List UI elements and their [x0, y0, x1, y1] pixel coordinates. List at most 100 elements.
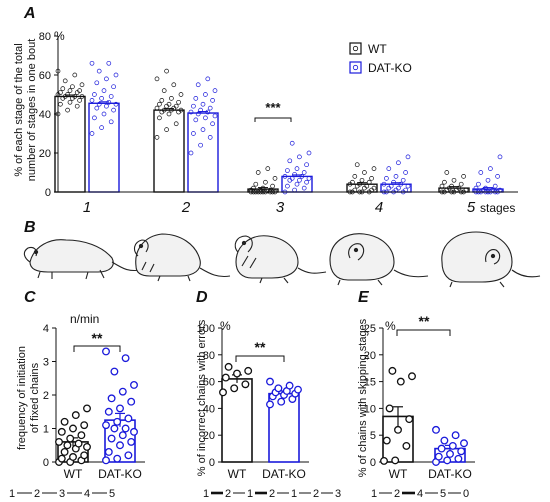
panel-a-point-dat-ko: [94, 80, 100, 86]
panelC-point-wt: [55, 437, 63, 446]
panel-a-point-dat-ko: [405, 154, 411, 160]
panel-a-point-wt: [60, 86, 66, 92]
legend-wt-swatch: [349, 42, 362, 55]
panel-e-chain: 1 2 4 5 0: [371, 488, 469, 500]
panel-a-point-dat-ko: [396, 160, 401, 166]
panel-a-point-dat-ko: [287, 158, 293, 164]
panel-a-point-dat-ko: [391, 179, 396, 185]
panel-a-point-wt: [439, 183, 445, 189]
panel-a-point-dat-ko: [195, 82, 201, 88]
panelD-point-dat-ko: [277, 397, 286, 406]
panel-a-point-dat-ko: [301, 185, 307, 191]
panel-a-point-wt: [265, 188, 271, 194]
panel-a-point-wt: [79, 94, 85, 99]
panelD-point-dat-ko: [266, 400, 274, 409]
panelD-point-dat-ko: [274, 384, 283, 393]
panelC-x-tick-label: DAT-KO: [98, 467, 142, 481]
panel-a-point-wt: [366, 179, 372, 185]
mouse-drawing-stage-4: [329, 233, 429, 286]
panel-a-point-dat-ko: [299, 174, 305, 179]
panel-a-point-wt: [263, 179, 268, 185]
panel-a-point-wt: [359, 177, 365, 183]
panelD-y-tick-label: 40: [203, 403, 215, 415]
panelD-chain-stage: 1: [291, 488, 297, 500]
panelC-point-dat-ko: [124, 414, 133, 423]
panelD-y-tick-label: 0: [209, 457, 215, 469]
panel-a-point-wt: [161, 88, 167, 93]
panel-a-point-wt: [265, 166, 271, 171]
panel-c-chain: 1 2 3 4 5: [9, 488, 115, 500]
panel-a-point-wt: [449, 183, 454, 189]
panel-a-point-dat-ko: [92, 92, 97, 97]
panel-a-point-dat-ko: [292, 172, 297, 177]
panel-a-point-dat-ko: [191, 131, 196, 136]
panelC-x-tick-label: WT: [64, 467, 83, 481]
panel-a-point-wt: [164, 127, 169, 132]
panel-d-chain: 1 2 1 2 1 2 3: [203, 488, 341, 500]
panelC-point-dat-ko: [127, 397, 136, 406]
panelC-point-dat-ko: [127, 437, 136, 446]
panel-a-point-wt: [166, 101, 172, 107]
panel-e-unit: %: [385, 319, 396, 333]
panel-a-point-wt: [169, 96, 174, 101]
panelC-point-dat-ko: [116, 404, 124, 413]
panel-a-point-dat-ko: [99, 125, 104, 131]
panel-a-y-axis: 0 20 40 60 80: [39, 31, 59, 199]
panel-a-point-wt: [442, 179, 447, 185]
panel-e-ylabel-text: % of chains with skipping stages: [357, 318, 369, 477]
panel-a-point-wt: [357, 181, 362, 187]
panel-a-point-dat-ko: [188, 150, 194, 156]
panel-a-stage-label: 4: [375, 199, 383, 216]
panelE-point-dat-ko: [451, 431, 460, 440]
panel-a-point-dat-ko: [282, 174, 288, 179]
panelE-point-wt: [385, 404, 394, 413]
panelC-y-tick-label: 0: [43, 457, 49, 469]
panelD-point-wt: [230, 384, 239, 393]
panel-a-point-dat-ko: [207, 105, 213, 111]
panelE-chain-stage: 0: [463, 488, 469, 500]
panel-a-point-dat-ko: [99, 96, 104, 101]
panel-d-sig: **: [255, 339, 266, 355]
panelE-point-wt: [382, 436, 391, 445]
panel-a-point-dat-ko: [94, 105, 100, 111]
panel-d-ylabel-text: % of incorrect chains with errors: [196, 319, 208, 476]
panel-a-point-wt: [255, 170, 261, 175]
panelE-point-wt: [394, 425, 402, 434]
panel-a-point-wt: [74, 103, 80, 109]
panel-a-point-dat-ko: [113, 72, 119, 78]
panel-a-point-wt: [260, 185, 266, 191]
panel-a-point-wt: [55, 68, 61, 74]
panel-a-point-dat-ko: [289, 140, 295, 146]
panel-a-bar-dat-ko-stage-2: [187, 112, 219, 193]
panel-a-point-wt: [77, 97, 82, 103]
panelC-y-tick-label: 3: [43, 357, 49, 369]
panelC-chain-stage: 2: [34, 488, 40, 500]
panel-a-point-dat-ko: [188, 109, 194, 115]
panelE-chain-stage: 4: [417, 488, 423, 500]
panelE-point-dat-ko: [443, 456, 452, 465]
panel-a-point-dat-ko: [106, 60, 112, 66]
panel-a-point-wt: [67, 99, 73, 105]
panelC-point-wt: [69, 424, 77, 433]
panelC-point-dat-ko: [118, 387, 127, 396]
panelC-point-wt: [63, 441, 72, 450]
panelE-point-dat-ko: [440, 436, 449, 445]
panel-a-point-wt: [72, 72, 78, 78]
panelD-chain-stage: 2: [313, 488, 319, 500]
panel-a-point-wt: [58, 90, 63, 95]
panelE-point-wt: [408, 372, 416, 381]
panel-d-sig-bracket: [235, 355, 285, 362]
panel-a-point-wt: [272, 176, 278, 181]
panelE-point-wt: [396, 377, 405, 386]
panel-a-point-dat-ko: [104, 76, 109, 82]
panelE-chain-stage: 1: [371, 488, 377, 500]
panelE-x-tick-label: WT: [389, 467, 408, 481]
panel-c-ylabel-line2: of fixed chains: [29, 362, 41, 433]
panel-a-point-wt: [65, 107, 70, 113]
panelC-point-dat-ko: [107, 434, 116, 443]
panel-a-point-wt: [456, 185, 462, 191]
panelC-point-dat-ko: [104, 448, 113, 456]
panel-a-unit: %: [54, 29, 65, 43]
panelC-point-wt: [60, 417, 69, 426]
panel-a-point-wt: [161, 107, 167, 113]
